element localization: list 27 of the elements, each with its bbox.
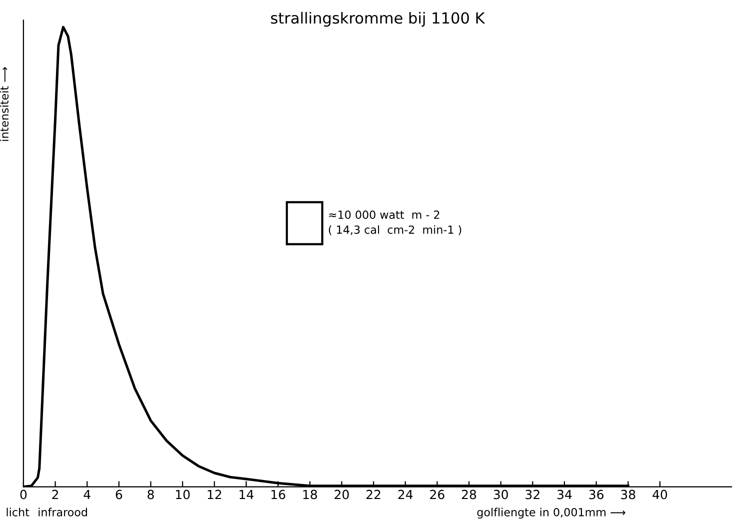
x-tick-label: 10 <box>176 490 190 500</box>
x-tick-label: 2 <box>52 490 58 500</box>
x-tick-label: 32 <box>526 490 540 500</box>
x-tick-label: 26 <box>430 490 444 500</box>
x-tick-label: 6 <box>116 490 122 500</box>
x-tick-label: 30 <box>494 490 508 500</box>
x-tick-label: 36 <box>589 490 604 500</box>
y-axis-title: intensiteit ⟶ <box>0 67 9 141</box>
x-tick-label: 34 <box>557 490 572 500</box>
x-axis-title: golfliengte in 0,001mm ⟶ <box>477 508 626 519</box>
x-tick-label: 14 <box>240 490 254 500</box>
x-tick-label: 20 <box>334 490 349 500</box>
x-tick-label: 8 <box>148 490 154 500</box>
chart-title: strallingskromme bij 1100 K <box>271 12 486 27</box>
text: infrarood <box>38 508 87 516</box>
x-tick-label: 4 <box>84 490 90 500</box>
x-tick-label: 22 <box>366 490 380 500</box>
x-tick-label: 24 <box>398 490 413 500</box>
x-tick-label: 28 <box>462 490 476 500</box>
x-tick-label: 40 <box>652 490 668 500</box>
x-tick-label: 12 <box>208 490 222 500</box>
x-tick-label: 38 <box>621 490 636 500</box>
annotation: ≈10 000 watt m - 2 ( 14,3 cal cm-2 min-1 ) <box>328 210 462 236</box>
x-tick-label: 16 <box>271 490 286 500</box>
text: licht <box>6 508 30 516</box>
x-tick-label: 18 <box>303 490 317 500</box>
x-tick-label: 0 <box>20 490 27 500</box>
